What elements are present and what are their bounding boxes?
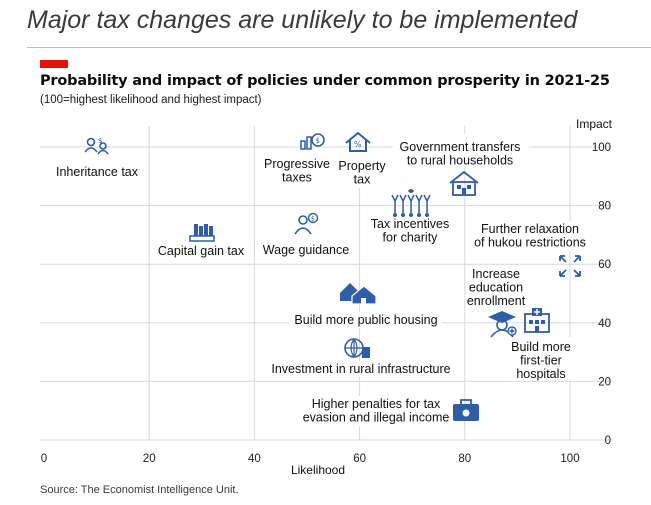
point-label: Build more first-tier hospitals bbox=[511, 340, 571, 381]
graduate-icon bbox=[488, 311, 517, 338]
money-bag-icon: $ bbox=[300, 133, 325, 150]
raised-hands-icon bbox=[391, 189, 431, 217]
point-label: Government transfers to rural households bbox=[400, 140, 521, 168]
x-tick-label: 40 bbox=[248, 453, 261, 465]
expand-arrows-icon bbox=[559, 255, 581, 277]
point-label: Tax incentives for charity bbox=[371, 217, 450, 245]
source-note: Source: The Economist Intelligence Unit. bbox=[40, 484, 239, 496]
x-tick-label: 100 bbox=[560, 453, 579, 465]
y-axis-label: Impact bbox=[576, 117, 613, 131]
brand-tag bbox=[40, 60, 68, 68]
point-label: Progressive taxes bbox=[264, 157, 330, 185]
houses-icon bbox=[340, 283, 377, 305]
y-tick-label: 80 bbox=[598, 201, 611, 213]
point-label: Build more public housing bbox=[294, 313, 437, 327]
x-tick-label: 0 bbox=[41, 453, 47, 465]
point-label: Further relaxation of hukou restrictions bbox=[474, 222, 586, 250]
coins-icon bbox=[189, 224, 215, 242]
headline: Major tax changes are unlikely to be imp… bbox=[27, 6, 578, 34]
x-tick-label: 60 bbox=[353, 453, 366, 465]
point-label: Property tax bbox=[338, 159, 386, 187]
point-label: Increase education enrollment bbox=[467, 267, 526, 308]
y-tick-label: 100 bbox=[592, 142, 611, 154]
y-tick-label: 0 bbox=[605, 435, 611, 447]
chart-title: Probability and impact of policies under… bbox=[40, 73, 610, 89]
point-label: Investment in rural infrastructure bbox=[271, 362, 450, 376]
point-label: Higher penalties for tax evasion and ille… bbox=[303, 397, 450, 425]
briefcase-icon bbox=[453, 399, 479, 421]
headline-divider bbox=[27, 47, 651, 48]
svg-text:%: % bbox=[354, 140, 362, 149]
chart-subtitle: (100=highest likelihood and highest impa… bbox=[40, 94, 262, 106]
svg-text:$: $ bbox=[311, 216, 315, 223]
svg-text:$: $ bbox=[316, 137, 320, 145]
globe-building-icon bbox=[344, 338, 370, 358]
y-tick-label: 60 bbox=[598, 259, 611, 271]
house-percent-icon: % bbox=[345, 131, 371, 152]
x-tick-label: 20 bbox=[143, 453, 156, 465]
person-coin-icon: $ bbox=[294, 212, 319, 235]
hospital-icon bbox=[524, 308, 550, 333]
x-axis-label: Likelihood bbox=[291, 463, 345, 477]
point-label: Wage guidance bbox=[263, 243, 349, 257]
svg-text:$: $ bbox=[98, 137, 102, 145]
point-label: Inheritance tax bbox=[56, 165, 139, 179]
point-label: Capital gain tax bbox=[158, 244, 245, 258]
inheritance-icon: $ bbox=[84, 137, 109, 155]
y-tick-label: 20 bbox=[598, 376, 611, 388]
y-tick-label: 40 bbox=[598, 318, 611, 330]
x-tick-label: 80 bbox=[458, 453, 471, 465]
house-icon bbox=[449, 170, 479, 196]
